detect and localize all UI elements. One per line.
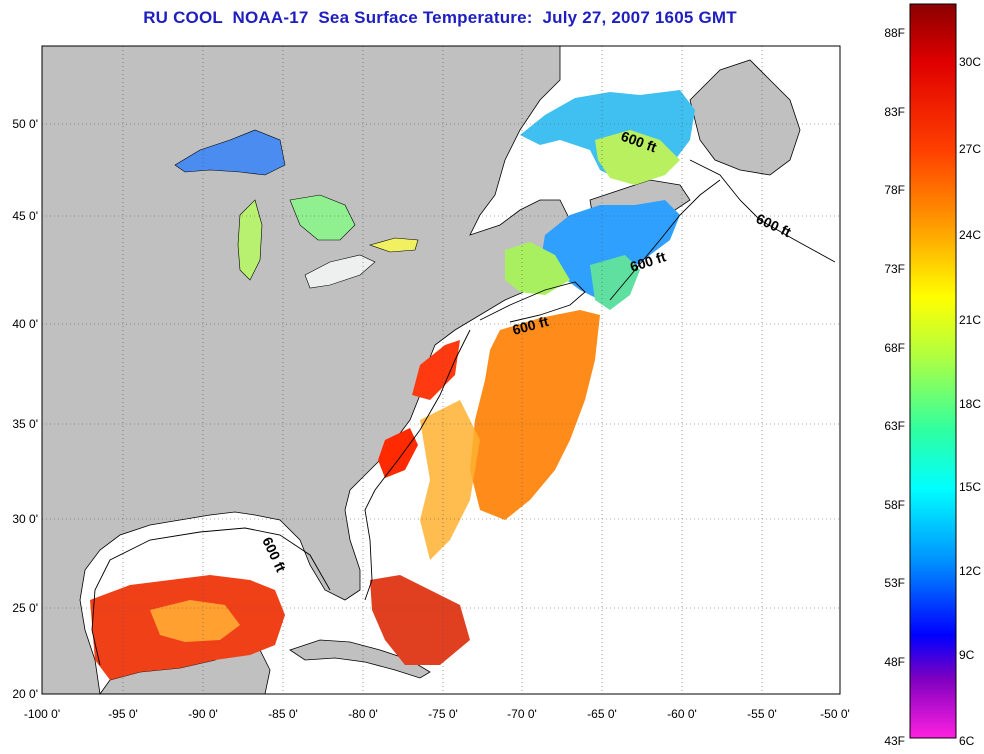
newfoundland-land bbox=[689, 59, 801, 176]
scattered-warm-sst bbox=[420, 400, 480, 560]
lat-tick-label: 35 0' bbox=[12, 417, 38, 431]
colorbar-f-label: 83F bbox=[884, 105, 905, 119]
lon-tick-label: -50 0' bbox=[820, 707, 850, 721]
colorbar-c-label: 18C bbox=[959, 397, 981, 411]
lat-tick-label: 20 0' bbox=[12, 687, 38, 701]
gulf-stream-sst bbox=[470, 310, 600, 520]
colorbar-f-label: 63F bbox=[884, 419, 905, 433]
isobath-600ft-northeast bbox=[479, 281, 586, 323]
colorbar-c-label: 21C bbox=[959, 313, 981, 327]
bahamas-sst bbox=[370, 575, 470, 665]
lat-tick-label: 25 0' bbox=[12, 601, 38, 615]
new-england-shelf-sst bbox=[505, 242, 570, 295]
colorbar-f-label: 68F bbox=[884, 341, 905, 355]
colorbar-c-label: 30C bbox=[959, 55, 981, 69]
lon-tick-label: -55 0' bbox=[747, 707, 777, 721]
lon-tick-label: -100 0' bbox=[24, 707, 60, 721]
lake-superior bbox=[174, 129, 286, 176]
lake-michigan bbox=[237, 199, 263, 281]
carolina-coast-sst bbox=[412, 340, 460, 400]
colorbar: 88F 83F 78F 73F 68F 63F 58F 53F 48F 43F … bbox=[884, 3, 981, 748]
lon-tick-label: -90 0' bbox=[188, 707, 218, 721]
colorbar-c-label: 9C bbox=[959, 648, 975, 662]
gulf-of-maine-sst bbox=[540, 200, 680, 300]
lon-tick-label: -65 0' bbox=[587, 707, 617, 721]
colorbar-f-label: 43F bbox=[884, 734, 905, 748]
isobath-600ft-grand-banks bbox=[689, 159, 836, 263]
lon-tick-label: -75 0' bbox=[428, 707, 458, 721]
lat-tick-label: 45 0' bbox=[12, 209, 38, 223]
colorbar-gradient bbox=[909, 3, 957, 739]
lat-tick-label: 50 0' bbox=[12, 117, 38, 131]
colorbar-c-label: 6C bbox=[959, 734, 975, 748]
latitude-ticks: 50 0' 45 0' 40 0' 35 0' 30 0' 25 0' 20 0… bbox=[12, 117, 38, 701]
colorbar-f-label: 73F bbox=[884, 262, 905, 276]
lon-tick-label: -60 0' bbox=[667, 707, 697, 721]
colorbar-f-label: 78F bbox=[884, 183, 905, 197]
colorbar-c-label: 12C bbox=[959, 564, 981, 578]
plot-frame bbox=[41, 45, 841, 695]
colorbar-c-label: 24C bbox=[959, 228, 981, 242]
lon-tick-label: -80 0' bbox=[348, 707, 378, 721]
isobath-600ft-southeast bbox=[364, 329, 471, 601]
lake-erie bbox=[304, 254, 376, 289]
isobath-600ft-gulf bbox=[91, 527, 331, 666]
colorbar-f-label: 88F bbox=[884, 26, 905, 40]
lon-tick-label: -85 0' bbox=[268, 707, 298, 721]
gulf-of-mexico-orange bbox=[150, 600, 240, 642]
lake-huron bbox=[289, 194, 356, 241]
colorbar-c-label: 27C bbox=[959, 142, 981, 156]
lake-ontario bbox=[369, 237, 419, 253]
lon-tick-label: -95 0' bbox=[108, 707, 138, 721]
map-title: RU COOL NOAA-17 Sea Surface Temperature:… bbox=[143, 8, 737, 27]
lon-tick-label: -70 0' bbox=[507, 707, 537, 721]
colorbar-f-label: 53F bbox=[884, 576, 905, 590]
colorbar-f-label: 58F bbox=[884, 498, 905, 512]
hatteras-sst bbox=[378, 428, 418, 478]
lat-tick-label: 30 0' bbox=[12, 512, 38, 526]
cuba-land bbox=[289, 639, 431, 679]
georges-bank-sst bbox=[590, 255, 640, 310]
colorbar-f-label: 48F bbox=[884, 655, 905, 669]
longitude-ticks: -100 0' -95 0' -90 0' -85 0' -80 0' -75 … bbox=[24, 707, 850, 721]
isobath-600ft-scotian bbox=[609, 179, 721, 301]
gulf-st-lawrence-warm bbox=[595, 130, 680, 185]
colorbar-c-label: 15C bbox=[959, 480, 981, 494]
grid-lines bbox=[42, 46, 840, 694]
lat-tick-label: 40 0' bbox=[12, 317, 38, 331]
